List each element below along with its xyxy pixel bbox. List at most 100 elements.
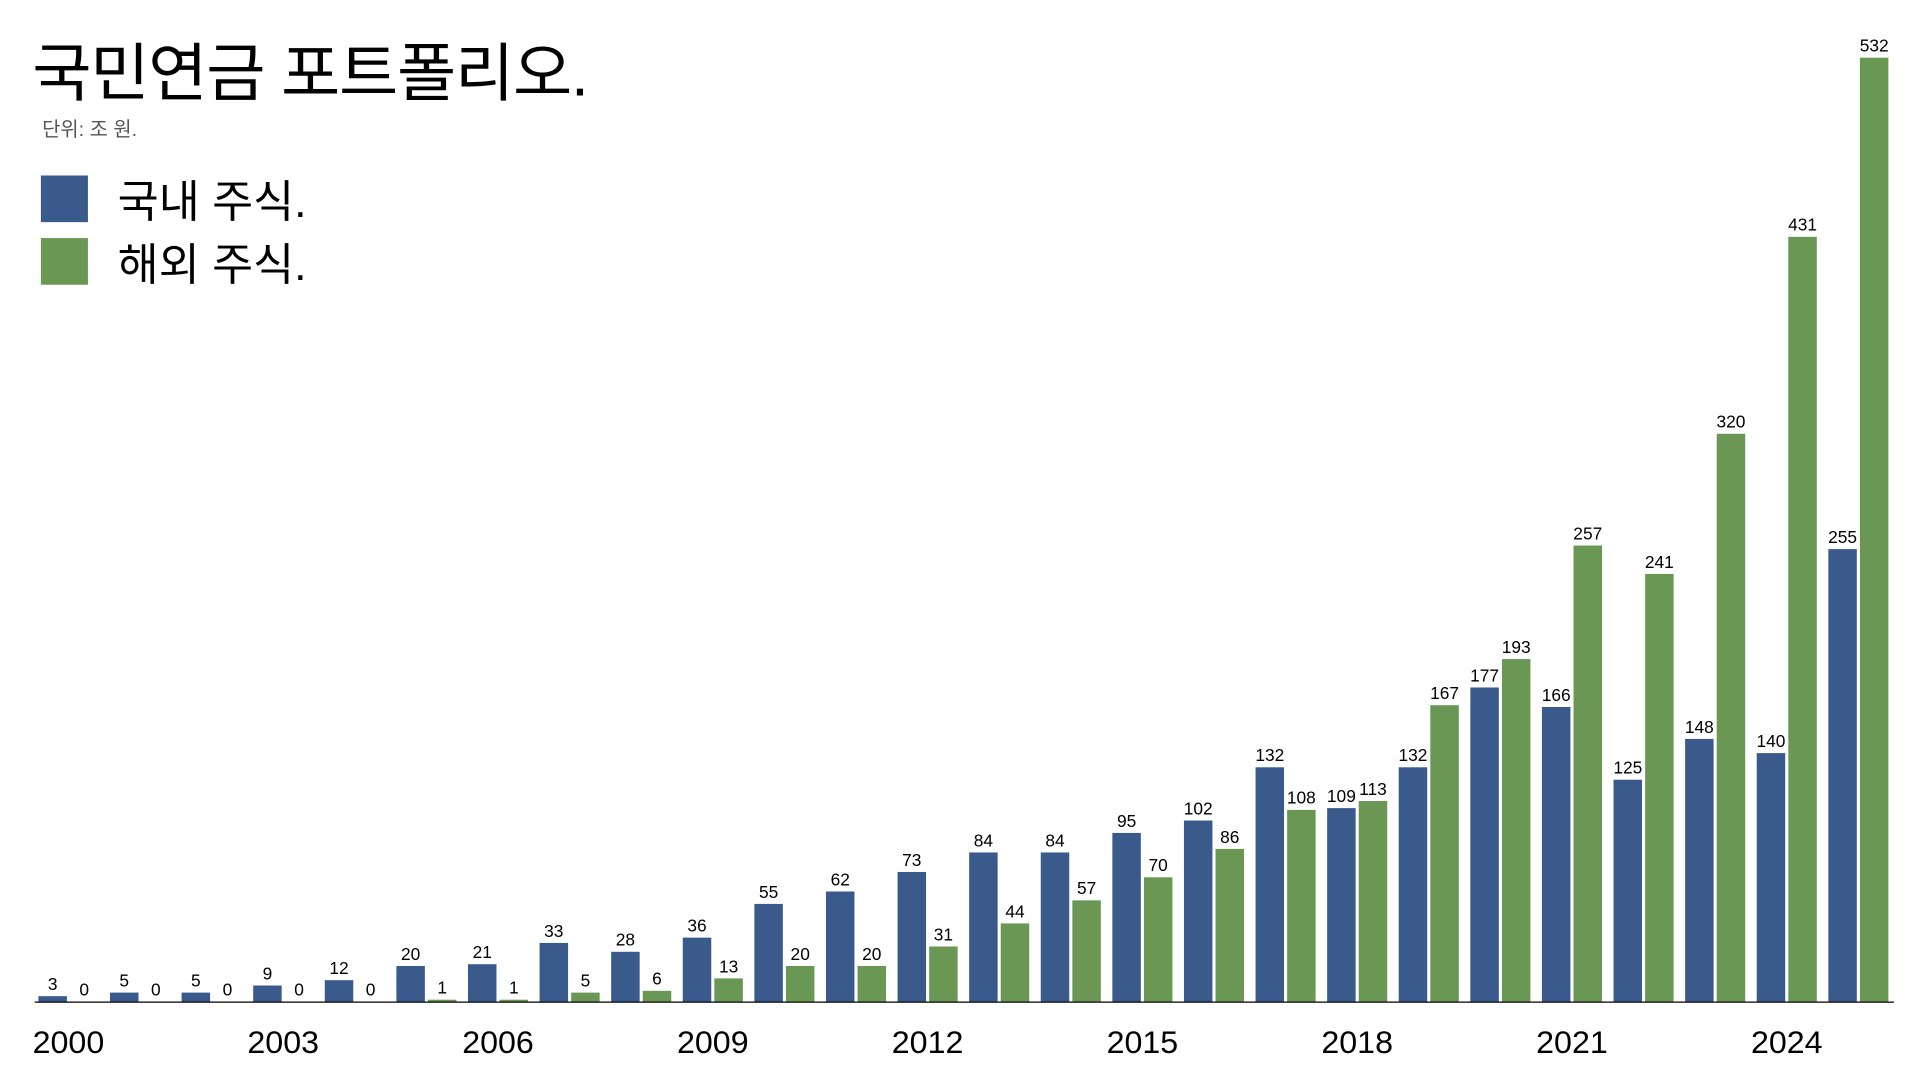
data-label-domestic-2007: 33 [544, 921, 563, 941]
data-label-overseas-2004: 0 [366, 979, 376, 999]
bar-domestic-2017 [1255, 767, 1285, 1002]
bar-domestic-2002 [181, 992, 211, 1002]
bar-domestic-2018 [1327, 808, 1356, 1002]
data-label-overseas-2012: 31 [934, 924, 953, 944]
data-label-overseas-2013: 44 [1005, 901, 1025, 921]
bar-domestic-2000 [38, 996, 67, 1002]
bar-overseas-2015 [1143, 877, 1173, 1002]
data-label-overseas-2019: 167 [1430, 683, 1459, 703]
x-tick-label-2012: 2012 [892, 1024, 964, 1060]
bar-domestic-2010 [754, 903, 783, 1002]
data-label-domestic-2022: 125 [1613, 758, 1642, 778]
bar-domestic-2020 [1470, 687, 1499, 1002]
x-tick-label-2015: 2015 [1107, 1024, 1179, 1060]
data-label-overseas-2014: 57 [1077, 878, 1096, 898]
bar-domestic-2006 [467, 964, 497, 1002]
bar-domestic-2019 [1398, 767, 1428, 1002]
bar-overseas-2013 [1000, 923, 1030, 1002]
data-label-domestic-2020: 177 [1470, 665, 1499, 685]
x-tick-label-2000: 2000 [33, 1024, 105, 1060]
bar-overseas-2016 [1215, 848, 1245, 1002]
bar-domestic-2008 [611, 951, 640, 1002]
bar-overseas-2008 [642, 990, 672, 1002]
bar-domestic-2009 [682, 937, 712, 1002]
bar-domestic-2022 [1613, 779, 1643, 1002]
x-tick-label-2006: 2006 [462, 1024, 534, 1060]
bar-overseas-2023 [1716, 433, 1746, 1002]
bar-overseas-2022 [1645, 573, 1674, 1002]
data-label-domestic-2012: 73 [902, 850, 921, 870]
data-label-overseas-2007: 5 [581, 971, 591, 991]
bar-overseas-2019 [1430, 705, 1459, 1002]
data-label-domestic-2001: 5 [119, 971, 129, 991]
bar-overseas-2020 [1501, 659, 1531, 1002]
legend-label-domestic: 국내 주식. [117, 176, 307, 228]
bar-overseas-2011 [857, 965, 887, 1002]
data-label-domestic-2011: 62 [831, 869, 850, 889]
bar-overseas-2014 [1072, 900, 1101, 1002]
bar-overseas-2018 [1358, 801, 1388, 1002]
bar-overseas-2010 [785, 965, 815, 1002]
data-label-domestic-2019: 132 [1399, 745, 1428, 765]
legend-label-overseas: 해외 주식. [117, 239, 307, 290]
chart-subtitle: 단위: 조 원. [42, 120, 138, 142]
data-label-domestic-2013: 84 [974, 830, 994, 850]
bar-overseas-2012 [929, 946, 958, 1002]
data-label-domestic-2018: 109 [1327, 786, 1356, 806]
bar-overseas-2024 [1788, 236, 1817, 1002]
data-label-domestic-2003: 9 [263, 963, 273, 983]
data-label-domestic-2016: 102 [1184, 798, 1213, 818]
data-label-domestic-2025: 255 [1828, 527, 1857, 547]
data-label-overseas-2002: 0 [223, 979, 233, 999]
data-label-domestic-2008: 28 [616, 930, 635, 950]
bar-domestic-2001 [109, 992, 139, 1002]
data-label-domestic-2005: 20 [401, 944, 420, 964]
bar-domestic-2014 [1040, 852, 1070, 1002]
bar-domestic-2024 [1756, 753, 1786, 1002]
data-label-overseas-2011: 20 [862, 944, 881, 964]
bar-overseas-2025 [1859, 57, 1889, 1002]
bar-overseas-2005 [427, 999, 457, 1002]
x-tick-label-2021: 2021 [1536, 1024, 1608, 1060]
legend-item-overseas: 해외 주식. [40, 230, 307, 294]
data-label-overseas-2001: 0 [151, 979, 161, 999]
data-label-overseas-2003: 0 [294, 979, 304, 999]
chart-title: 국민연금 포트폴리오. [32, 39, 589, 111]
bar-overseas-2006 [499, 999, 529, 1002]
data-label-overseas-2000: 0 [79, 979, 89, 999]
bar-domestic-2011 [825, 891, 855, 1002]
data-label-domestic-2014: 84 [1045, 830, 1065, 850]
data-label-domestic-2021: 166 [1542, 685, 1571, 705]
x-tick-label-2018: 2018 [1321, 1024, 1393, 1060]
legend-swatch-domestic [40, 175, 88, 223]
data-label-overseas-2006: 1 [509, 978, 519, 998]
legend-item-domestic: 국내 주식. [40, 167, 307, 231]
data-label-domestic-2010: 55 [759, 882, 778, 902]
x-tick-label-2003: 2003 [247, 1024, 319, 1060]
data-label-overseas-2010: 20 [791, 944, 810, 964]
x-tick-label-2024: 2024 [1751, 1024, 1823, 1060]
data-label-overseas-2021: 257 [1573, 523, 1602, 543]
bar-domestic-2003 [253, 985, 282, 1002]
data-label-overseas-2015: 70 [1149, 855, 1168, 875]
data-label-domestic-2017: 132 [1255, 745, 1284, 765]
bar-domestic-2023 [1685, 738, 1714, 1002]
data-label-overseas-2008: 6 [652, 969, 662, 989]
bar-domestic-2015 [1112, 832, 1141, 1002]
data-label-overseas-2016: 86 [1220, 827, 1239, 847]
legend-swatch-overseas [40, 238, 88, 285]
bar-overseas-2007 [571, 992, 600, 1002]
data-label-overseas-2023: 320 [1717, 412, 1746, 432]
data-label-overseas-2009: 13 [719, 956, 738, 976]
bar-overseas-2009 [714, 978, 743, 1002]
data-label-domestic-2009: 36 [687, 916, 706, 936]
data-label-domestic-2006: 21 [473, 942, 492, 962]
data-label-overseas-2022: 241 [1645, 552, 1674, 572]
bar-overseas-2017 [1287, 809, 1316, 1002]
data-label-domestic-2024: 140 [1757, 731, 1786, 751]
bar-domestic-2021 [1541, 706, 1571, 1002]
data-label-domestic-2015: 95 [1117, 811, 1136, 831]
bar-overseas-2021 [1573, 545, 1603, 1002]
